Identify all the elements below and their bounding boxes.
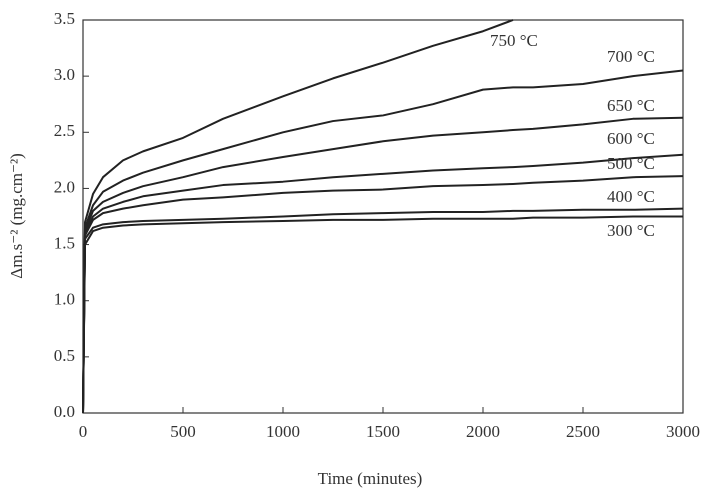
series-line: [82, 153, 684, 414]
x-tick-label: 1500: [366, 422, 400, 441]
series-label: 400 °C: [607, 187, 655, 206]
series-line: [82, 19, 514, 414]
series-label: 500 °C: [607, 154, 655, 173]
x-tick-label: 500: [170, 422, 196, 441]
series-label: 700 °C: [607, 47, 655, 66]
series-label: 750 °C: [490, 31, 538, 50]
series-line: [82, 207, 684, 414]
y-tick-label: 0.5: [54, 346, 75, 365]
y-axis-label: Δm.s⁻² (mg.cm⁻²): [7, 153, 26, 278]
series-line: [82, 215, 683, 414]
series-label: 650 °C: [607, 96, 655, 115]
series-line: [82, 69, 684, 414]
y-tick-label: 1.5: [54, 233, 75, 252]
y-tick-label: 2.0: [54, 177, 75, 196]
x-tick-label: 2500: [566, 422, 600, 441]
x-tick-label: 2000: [466, 422, 500, 441]
series-line: [82, 175, 684, 414]
x-tick-label: 3000: [666, 422, 700, 441]
y-tick-label: 3.5: [54, 9, 75, 28]
x-tick-label: 1000: [266, 422, 300, 441]
y-tick-label: 0.0: [54, 402, 75, 421]
x-axis-label: Time (minutes): [318, 469, 423, 488]
series-line: [82, 116, 684, 414]
x-tick-label: 0: [79, 422, 88, 441]
y-tick-label: 3.0: [54, 65, 75, 84]
series-label: 600 °C: [607, 129, 655, 148]
y-tick-label: 1.0: [54, 290, 75, 309]
series-label: 300 °C: [607, 221, 655, 240]
y-tick-label: 2.5: [54, 121, 75, 140]
